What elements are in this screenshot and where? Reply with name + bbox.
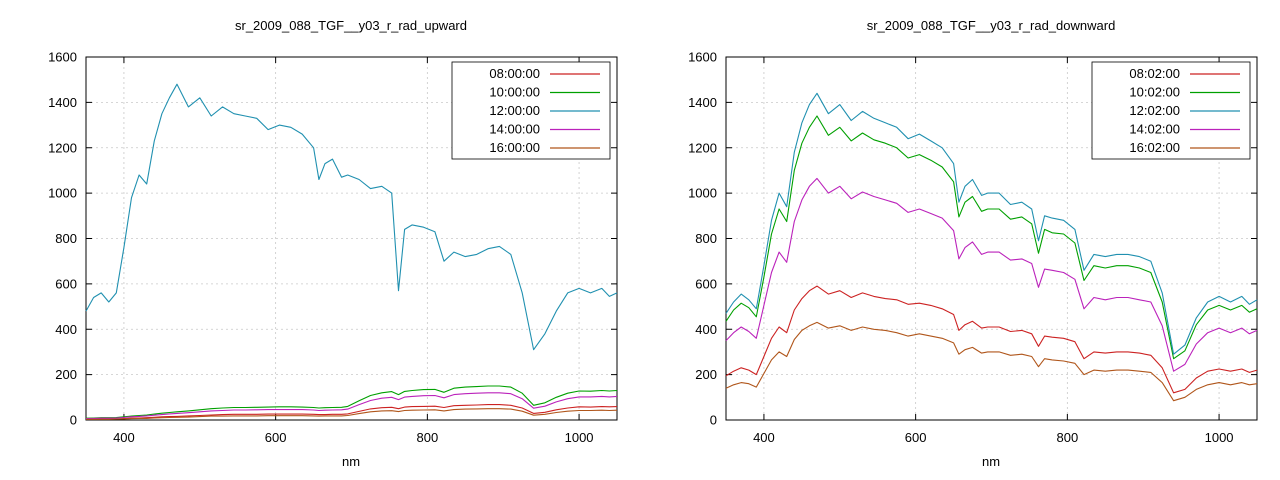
y-tick-label: 1200 [48,140,77,155]
series-line-16:00:00 [86,408,618,420]
downward-plot-area: sr_2009_088_TGF__y03_r_rad_downward nm 0… [688,18,1258,469]
x-tick-label: 800 [1057,430,1079,445]
x-tick-label: 400 [753,430,775,445]
series-line-10:02:00 [725,115,1258,360]
legend-label: 12:02:00 [1129,103,1180,118]
y-tick-label: 1000 [48,186,77,201]
y-tick-label: 600 [695,276,717,291]
plot-group: 0 200 400 600 800 1000 1200 1400 1600 400 600 800 10… [688,50,1258,445]
x-tick-label: 600 [265,430,287,445]
y-tick-label: 0 [70,413,77,428]
y-tick-label: 400 [695,322,717,337]
series-line-08:00:00 [86,404,618,420]
chart-downward: sr_2009_088_TGF__y03_r_rad_downward nm 0… [640,0,1280,480]
legend-label: 16:02:00 [1129,140,1180,155]
y-tick-label: 0 [710,413,717,428]
x-tick-label: 600 [905,430,927,445]
chart-title-upward: sr_2009_088_TGF__y03_r_rad_upward [235,18,467,33]
plot-group: 0 200 400 600 800 1000 1200 1400 1600 400 600 800 10… [48,50,618,445]
upward-plot-area: sr_2009_088_TGF__y03_r_rad_upward nm 0 20… [48,18,618,469]
x-tick-label: 400 [113,430,135,445]
y-tick-label: 200 [55,367,77,382]
series-line-14:00:00 [85,392,618,420]
plot-border [85,56,618,421]
series-line-12:00:00 [85,83,618,351]
y-tick-label: 1400 [688,95,717,110]
series-line-16:02:00 [725,321,1258,402]
y-tick-label: 800 [55,231,77,246]
plot-border [725,56,1258,421]
series-line-10:00:00 [85,385,618,419]
legend-label: 12:00:00 [489,103,540,118]
legend-label: 16:00:00 [489,140,540,155]
y-tick-label: 1200 [688,140,717,155]
x-axis-label-downward: nm [982,454,1000,469]
chart-title-downward: sr_2009_088_TGF__y03_r_rad_downward [867,18,1116,33]
legend-label: 08:00:00 [489,66,540,81]
legend-label: 10:02:00 [1129,85,1180,100]
legend-label: 14:00:00 [489,122,540,137]
x-tick-label: 1000 [565,430,594,445]
y-tick-label: 600 [55,276,77,291]
y-tick-label: 200 [695,367,717,382]
y-tick-label: 1600 [48,50,77,65]
y-tick-label: 1600 [688,50,717,65]
y-tick-label: 800 [695,231,717,246]
series-line-08:02:00 [725,285,1258,394]
y-tick-label: 400 [55,322,77,337]
series-line-12:02:00 [725,92,1258,355]
x-tick-label: 1000 [1205,430,1234,445]
y-tick-label: 1400 [48,95,77,110]
legend-label: 14:02:00 [1129,122,1180,137]
series-line-14:02:00 [725,177,1258,372]
x-axis-label-upward: nm [342,454,360,469]
legend-label: 10:00:00 [489,85,540,100]
x-tick-label: 800 [417,430,439,445]
chart-upward: sr_2009_088_TGF__y03_r_rad_upward nm 0 20… [48,18,618,469]
y-tick-label: 1000 [688,186,717,201]
legend-label: 08:02:00 [1129,66,1180,81]
